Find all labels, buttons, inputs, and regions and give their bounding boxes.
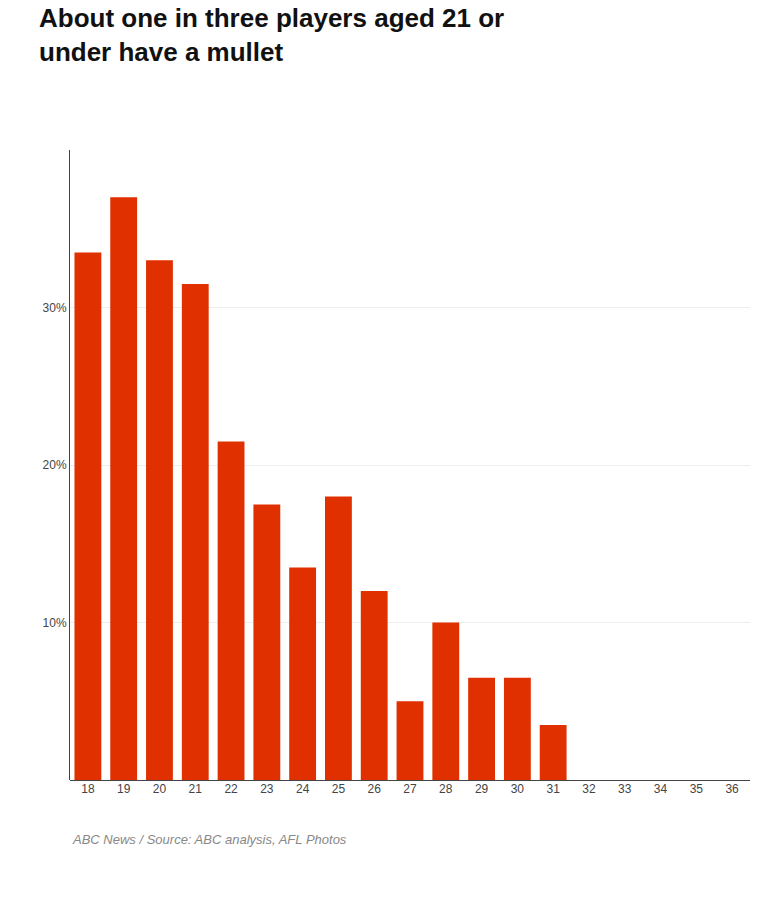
svg-text:23: 23 bbox=[260, 782, 274, 796]
svg-text:29: 29 bbox=[475, 782, 489, 796]
svg-text:36: 36 bbox=[725, 782, 739, 796]
svg-text:30%: 30% bbox=[43, 301, 67, 315]
svg-text:18: 18 bbox=[81, 782, 95, 796]
svg-text:24: 24 bbox=[296, 782, 310, 796]
svg-text:25: 25 bbox=[332, 782, 346, 796]
svg-text:About one in three players age: About one in three players aged 21 orund… bbox=[39, 3, 504, 67]
svg-text:19: 19 bbox=[117, 782, 131, 796]
svg-text:28: 28 bbox=[439, 782, 453, 796]
svg-text:26: 26 bbox=[368, 782, 382, 796]
svg-text:34: 34 bbox=[654, 782, 668, 796]
svg-text:27: 27 bbox=[403, 782, 417, 796]
svg-text:33: 33 bbox=[618, 782, 632, 796]
svg-text:20: 20 bbox=[153, 782, 167, 796]
svg-text:20%: 20% bbox=[43, 458, 67, 472]
svg-text:32: 32 bbox=[582, 782, 596, 796]
svg-text:10%: 10% bbox=[43, 616, 67, 630]
svg-text:22: 22 bbox=[224, 782, 238, 796]
svg-text:30: 30 bbox=[511, 782, 525, 796]
svg-text:21: 21 bbox=[189, 782, 203, 796]
svg-text:35: 35 bbox=[690, 782, 704, 796]
svg-text:ABC News / Source: ABC analysi: ABC News / Source: ABC analysis, AFL Pho… bbox=[72, 832, 347, 847]
svg-text:31: 31 bbox=[546, 782, 560, 796]
